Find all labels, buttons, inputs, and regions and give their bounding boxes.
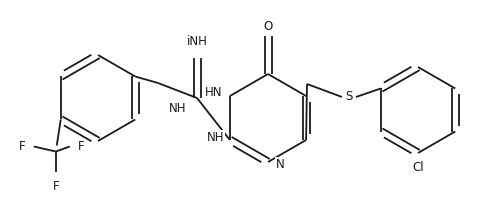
Text: O: O	[264, 20, 273, 34]
Text: F: F	[19, 140, 26, 153]
Text: Cl: Cl	[412, 161, 424, 174]
Text: F: F	[52, 179, 59, 192]
Text: NH: NH	[169, 102, 186, 114]
Text: N: N	[276, 157, 285, 170]
Text: F: F	[78, 140, 84, 153]
Text: iNH: iNH	[186, 35, 208, 48]
Text: S: S	[345, 90, 353, 104]
Text: HN: HN	[205, 85, 222, 99]
Text: NH: NH	[207, 131, 224, 144]
